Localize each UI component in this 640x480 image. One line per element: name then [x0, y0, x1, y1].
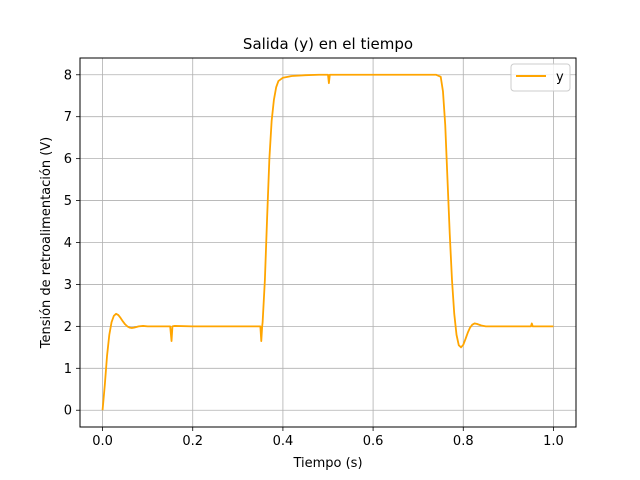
y-tick-label: 5: [64, 194, 72, 209]
ticks: 0.0 0.2 0.4 0.6 0.8 1.0 0 1 2 3 4 5 6 7 8: [64, 68, 564, 449]
plot-frame: [79, 57, 577, 428]
y-tick-label: 0: [64, 404, 72, 419]
y-tick-label: 4: [64, 236, 72, 251]
x-tick-label: 0.0: [92, 434, 113, 449]
y-tick-label: 8: [64, 68, 72, 83]
y-tick-label: 7: [64, 110, 72, 125]
series-line-y: [101, 73, 554, 411]
grid: [80, 58, 576, 427]
legend-label: y: [556, 70, 564, 85]
y-tick-label: 1: [64, 362, 72, 377]
x-axis-label: Tiempo (s): [292, 456, 362, 471]
x-tick-label: 0.6: [363, 434, 384, 449]
chart-title: Salida (y) en el tiempo: [243, 35, 413, 53]
y-tick-label: 2: [64, 320, 72, 335]
legend: y: [510, 63, 571, 92]
y-axis-label: Tensión de retroalimentación (V): [39, 137, 54, 350]
y-tick-label: 6: [64, 152, 72, 167]
x-tick-label: 0.2: [182, 434, 203, 449]
y-tick-label: 3: [64, 278, 72, 293]
x-tick-label: 0.4: [273, 434, 294, 449]
legend-box: [510, 63, 571, 92]
x-tick-label: 1.0: [543, 434, 564, 449]
x-tick-label: 0.8: [453, 434, 474, 449]
series-layer: [101, 73, 554, 411]
